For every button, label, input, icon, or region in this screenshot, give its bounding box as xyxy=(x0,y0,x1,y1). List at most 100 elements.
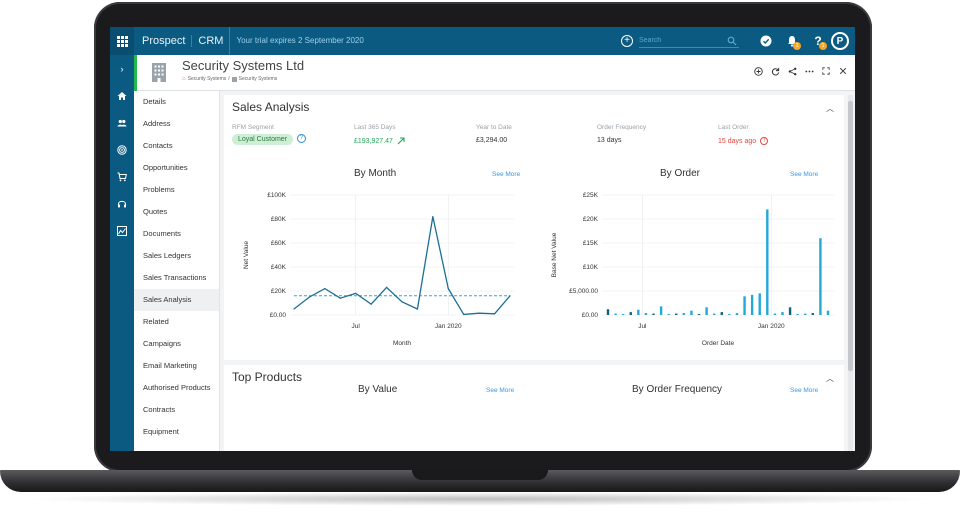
close-icon[interactable] xyxy=(837,65,849,77)
search-area: + xyxy=(621,34,739,48)
metric-ytd: Year to Date £3,294.00 xyxy=(476,124,512,144)
order-x-tick: Jan 2020 xyxy=(758,323,785,330)
expand-chevron-icon[interactable]: › xyxy=(120,63,124,74)
verified-icon[interactable] xyxy=(753,27,779,55)
by-value-title: By Value xyxy=(358,384,398,395)
order-bar xyxy=(690,310,693,315)
month-y-axis-label: Net Value xyxy=(243,241,250,269)
order-x-axis-label: Order Date xyxy=(702,340,735,347)
record-accent-bar xyxy=(134,55,137,91)
sidenav-item-opportunities[interactable]: Opportunities xyxy=(143,163,188,172)
breadcrumb-item-1[interactable]: Security Systems xyxy=(187,76,227,82)
contacts-icon[interactable] xyxy=(110,109,134,136)
month-y-tick: £40K xyxy=(271,264,287,271)
headset-icon[interactable] xyxy=(110,190,134,217)
record-side-nav: Details Address Contacts Opportunities Probl… xyxy=(134,91,220,451)
by-frequency-see-more-link[interactable]: See More xyxy=(790,387,819,394)
building-icon xyxy=(152,63,166,82)
record-header: Security Systems Ltd ⌂ Security Systems … xyxy=(134,55,855,91)
sidenav-item-campaigns[interactable]: Campaigns xyxy=(143,339,181,348)
order-x-tick: Jul xyxy=(638,323,647,330)
sidenav-item-sales-analysis[interactable]: Sales Analysis xyxy=(134,289,219,311)
frequency-label: Order Frequency xyxy=(597,124,647,131)
ytd-value: £3,294.00 xyxy=(476,137,508,144)
trial-notice[interactable]: Your trial expires 2 September 2020 xyxy=(229,27,364,55)
order-bar xyxy=(804,313,807,315)
sidenav-item-authorised-products[interactable]: Authorised Products xyxy=(143,383,211,392)
order-bar xyxy=(637,309,640,315)
help-badge: 1 xyxy=(819,42,827,50)
sidenav-item-related[interactable]: Related xyxy=(143,317,169,326)
home-icon[interactable] xyxy=(110,82,134,109)
breadcrumb-separator: / xyxy=(228,76,230,82)
month-data-point xyxy=(370,303,372,305)
last-order-label: Last Order xyxy=(718,124,749,131)
rfm-segment-pill: Loyal Customer xyxy=(232,134,294,145)
analytics-icon[interactable] xyxy=(110,217,134,244)
last365-value: £193,927.47 xyxy=(354,137,393,145)
ytd-label: Year to Date xyxy=(476,124,512,131)
sidenav-item-contacts[interactable]: Contacts xyxy=(143,141,173,150)
order-bar xyxy=(728,314,731,315)
warning-icon: ! xyxy=(760,137,769,145)
app-grid-icon[interactable] xyxy=(110,27,134,55)
sidenav-item-documents[interactable]: Documents xyxy=(143,229,181,238)
order-y-tick: £15K xyxy=(583,240,599,247)
sidenav-item-sales-transactions[interactable]: Sales Transactions xyxy=(143,273,207,282)
month-series-line xyxy=(293,216,511,316)
share-icon[interactable] xyxy=(786,65,798,77)
top-products-collapse-icon[interactable]: ︿ xyxy=(826,374,834,383)
order-bar xyxy=(819,238,822,315)
order-bar xyxy=(705,307,708,315)
by-month-see-more-link[interactable]: See More xyxy=(492,171,521,178)
laptop-notch xyxy=(412,470,548,480)
order-bar xyxy=(773,313,777,315)
order-y-tick: £25K xyxy=(583,192,599,199)
sidenav-item-email-marketing[interactable]: Email Marketing xyxy=(143,361,197,370)
laptop-shadow xyxy=(20,492,940,506)
sidenav-item-sales-ledgers[interactable]: Sales Ledgers xyxy=(143,251,191,260)
order-bar xyxy=(720,312,723,315)
month-y-tick: £60K xyxy=(271,240,287,247)
sidenav-item-address[interactable]: Address xyxy=(143,119,171,128)
notifications-bell-icon[interactable]: 1 xyxy=(779,27,805,55)
sidenav-item-problems[interactable]: Problems xyxy=(143,185,175,194)
search-icon[interactable] xyxy=(727,36,737,46)
order-bar xyxy=(614,313,617,315)
order-bar xyxy=(788,307,792,315)
help-icon[interactable]: ? 1 xyxy=(805,27,831,55)
cart-icon[interactable] xyxy=(110,163,134,190)
breadcrumb-item-2[interactable]: Security Systems xyxy=(238,76,278,82)
home-crumb-icon[interactable]: ⌂ xyxy=(182,76,186,82)
user-avatar[interactable]: P xyxy=(831,32,849,50)
month-data-point xyxy=(493,313,496,315)
collapse-chevron-icon[interactable]: ︿ xyxy=(826,104,834,113)
sidenav-item-quotes[interactable]: Quotes xyxy=(143,207,168,216)
brand-name[interactable]: Prospect xyxy=(142,35,186,47)
search-input[interactable] xyxy=(639,34,739,48)
month-x-tick: Jan 2020 xyxy=(435,323,462,330)
order-bar xyxy=(735,313,739,315)
more-options-icon[interactable] xyxy=(803,65,815,77)
sidenav-item-equipment[interactable]: Equipment xyxy=(143,427,179,436)
sidenav-item-details[interactable]: Details xyxy=(143,97,166,106)
month-y-tick: £0.00 xyxy=(270,312,287,319)
order-bar xyxy=(750,294,754,315)
laptop-base xyxy=(0,470,960,492)
refresh-icon[interactable] xyxy=(769,65,781,77)
by-order-title: By Order xyxy=(660,168,701,179)
month-data-point xyxy=(432,216,434,218)
add-circle-icon[interactable] xyxy=(752,65,764,77)
target-icon[interactable] xyxy=(110,136,134,163)
rfm-help-icon[interactable]: ? xyxy=(297,133,307,143)
order-y-tick: £10K xyxy=(583,264,599,271)
quick-add-icon[interactable]: + xyxy=(621,35,633,47)
order-bar xyxy=(766,209,769,315)
by-value-see-more-link[interactable]: See More xyxy=(486,387,515,394)
by-frequency-title: By Order Frequency xyxy=(632,384,723,395)
main-scroll-thumb[interactable] xyxy=(848,101,853,371)
expand-icon[interactable] xyxy=(820,65,832,77)
by-order-see-more-link[interactable]: See More xyxy=(790,171,819,178)
sidenav-item-contracts[interactable]: Contracts xyxy=(143,405,176,414)
by-order-bar-chart: £0.00 £5,000.00 £10K £15K £20K £25K Jul Jan 202… xyxy=(551,192,834,347)
